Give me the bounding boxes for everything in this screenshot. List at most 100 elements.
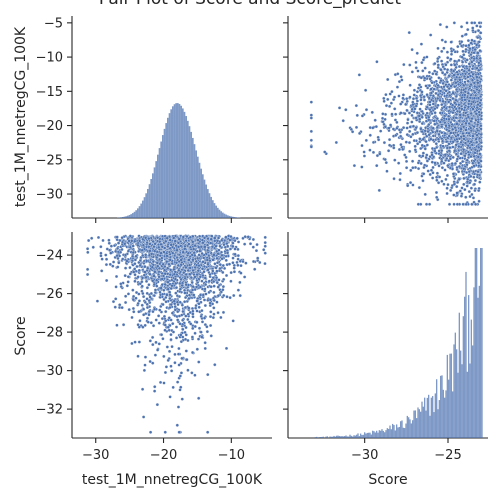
scatter-point bbox=[464, 195, 468, 199]
scatter-point bbox=[200, 279, 204, 283]
scatter-point bbox=[377, 188, 381, 193]
scatter-point bbox=[224, 346, 229, 351]
scatter-point bbox=[195, 272, 199, 277]
scatter-point bbox=[241, 259, 245, 264]
scatter-point bbox=[434, 175, 439, 179]
scatter-point bbox=[194, 285, 199, 289]
hist-bar bbox=[406, 415, 408, 438]
hist-bar bbox=[434, 393, 436, 438]
hist-bar bbox=[432, 396, 434, 438]
hist-bar bbox=[384, 432, 386, 438]
scatter-point bbox=[472, 182, 477, 186]
scatter-point bbox=[309, 129, 313, 134]
scatter-point bbox=[169, 302, 173, 307]
scatter-point bbox=[197, 305, 201, 309]
scatter-point bbox=[209, 241, 213, 245]
scatter-point bbox=[383, 125, 387, 129]
scatter-point bbox=[376, 138, 381, 142]
hist-bar bbox=[346, 436, 348, 438]
scatter-point bbox=[212, 290, 216, 295]
scatter-point bbox=[184, 349, 188, 353]
scatter-point bbox=[203, 245, 207, 249]
scatter-point bbox=[160, 316, 165, 321]
scatter-point bbox=[176, 263, 181, 268]
scatter-point bbox=[202, 236, 207, 240]
scatter-point bbox=[145, 316, 150, 320]
scatter-point bbox=[130, 315, 134, 320]
scatter-point bbox=[382, 96, 386, 101]
scatter-point bbox=[196, 268, 200, 273]
scatter-point bbox=[184, 238, 188, 243]
scatter-point bbox=[440, 38, 444, 42]
scatter-point bbox=[145, 240, 149, 245]
scatter-point bbox=[392, 177, 396, 181]
scatter-point bbox=[477, 199, 481, 203]
scatter-point bbox=[114, 297, 118, 301]
scatter-point bbox=[406, 184, 410, 188]
hist-bar bbox=[454, 332, 456, 438]
scatter-point bbox=[421, 58, 426, 62]
scatter-point bbox=[144, 279, 149, 283]
scatter-point bbox=[405, 126, 409, 130]
scatter-point bbox=[128, 272, 132, 276]
scatter-point bbox=[436, 181, 441, 185]
scatter-point bbox=[212, 284, 216, 288]
scatter-point bbox=[404, 102, 408, 107]
hist-bar bbox=[167, 117, 169, 218]
scatter-point bbox=[354, 103, 359, 108]
scatter-point bbox=[164, 309, 168, 314]
scatter-point bbox=[199, 330, 203, 334]
scatter-point bbox=[457, 58, 461, 63]
scatter-point bbox=[200, 251, 204, 256]
scatter-point bbox=[215, 261, 220, 265]
hist-bar bbox=[360, 433, 362, 438]
scatter-point bbox=[170, 261, 174, 266]
scatter-point bbox=[352, 163, 357, 168]
scatter-point bbox=[177, 237, 181, 241]
scatter-point bbox=[213, 236, 217, 240]
scatter-point bbox=[157, 245, 161, 250]
scatter-point bbox=[134, 296, 138, 300]
scatter-point bbox=[241, 236, 245, 240]
scatter-point bbox=[128, 265, 132, 270]
scatter-point bbox=[410, 107, 414, 111]
scatter-point bbox=[203, 276, 207, 280]
scatter-point bbox=[191, 326, 195, 331]
hist-bar bbox=[448, 379, 450, 438]
scatter-point bbox=[251, 259, 256, 264]
scatter-point bbox=[460, 34, 464, 38]
scatter-point bbox=[477, 63, 481, 68]
scatter-point bbox=[228, 238, 232, 242]
hist-bar bbox=[344, 436, 346, 438]
hist-bar bbox=[470, 319, 472, 438]
scatter-point bbox=[362, 154, 367, 158]
scatter-point bbox=[136, 354, 140, 358]
scatter-point bbox=[214, 275, 219, 280]
scatter-point bbox=[431, 134, 436, 138]
scatter-point bbox=[424, 139, 428, 144]
histogram-predictions bbox=[117, 103, 241, 218]
scatter-point bbox=[173, 352, 177, 357]
hist-bar bbox=[158, 148, 161, 218]
hist-bar bbox=[385, 430, 387, 438]
scatter-point bbox=[164, 239, 168, 244]
hist-bar bbox=[153, 167, 156, 218]
scatter-point bbox=[370, 110, 374, 115]
scatter-point bbox=[382, 99, 386, 103]
hist-bar bbox=[123, 216, 126, 218]
scatter-point bbox=[449, 52, 454, 56]
scatter-point bbox=[460, 60, 465, 64]
scatter-point bbox=[220, 257, 224, 261]
hist-bar bbox=[198, 162, 201, 218]
hist-bar bbox=[148, 184, 151, 218]
hist-bar bbox=[118, 217, 121, 218]
scatter-point bbox=[140, 387, 145, 391]
scatter-point bbox=[191, 268, 195, 273]
scatter-score-vs-pred bbox=[309, 21, 483, 206]
scatter-point bbox=[212, 271, 217, 276]
scatter-point bbox=[341, 119, 345, 123]
scatter-point bbox=[381, 112, 385, 116]
scatter-point bbox=[109, 244, 114, 248]
hist-bar bbox=[358, 436, 360, 438]
scatter-point bbox=[169, 243, 173, 247]
